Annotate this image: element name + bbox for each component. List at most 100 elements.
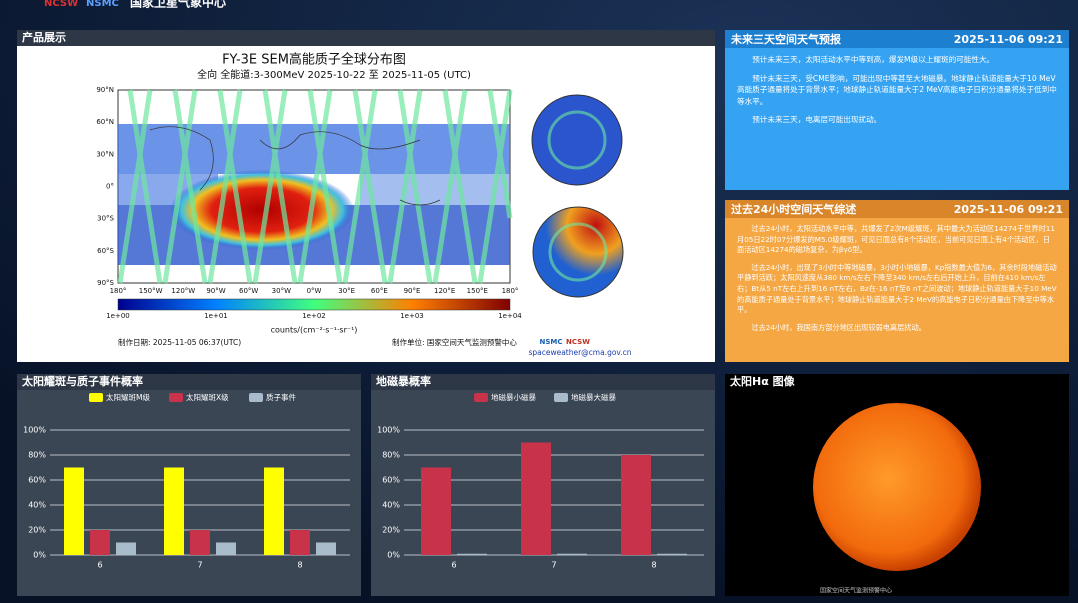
colorbar-unit: counts/(cm⁻²·s⁻¹·sr⁻¹): [271, 326, 358, 335]
lon-label: 0°W: [307, 287, 322, 295]
panel-title: 过去24小时空间天气综述: [731, 203, 857, 216]
colorbar-label: 1e+01: [204, 312, 228, 320]
image-logo: NSMC: [539, 338, 562, 346]
summary-panel: 过去24小时空间天气综述 2025-11-06 09:21 过去24小时，太阳活…: [725, 200, 1069, 362]
lat-label: 90°N: [96, 86, 114, 94]
y-tick-label: 40%: [28, 501, 46, 510]
bar: [64, 467, 84, 555]
paragraph: 预计未来三天，受CME影响，可能出现中等甚至大地磁暴。地球静止轨道能量大于10 …: [737, 73, 1057, 106]
colorbar-label: 1e+04: [498, 312, 522, 320]
lon-label: 60°W: [239, 287, 258, 295]
bar: [216, 542, 236, 555]
colorbar-label: 1e+02: [302, 312, 326, 320]
bar: [421, 467, 451, 555]
legend-label: 太阳耀斑X级: [186, 392, 229, 402]
orbit-tracks: [117, 89, 513, 284]
bar: [90, 530, 110, 555]
forecast-panel: 未来三天空间天气预报 2025-11-06 09:21 预计未来三天，太阳活动水…: [725, 30, 1069, 190]
polar-map-north: [531, 94, 623, 186]
image-date: 制作日期: 2025-11-05 06:37(UTC): [118, 337, 241, 347]
panel-header: [17, 30, 715, 46]
panel-time: 2025-11-06 09:21: [953, 202, 1063, 216]
x-tick-label: 6: [97, 561, 102, 570]
map-band: [360, 174, 510, 205]
image-email: spaceweather@cma.gov.cn: [528, 348, 631, 357]
lat-label: 30°N: [96, 150, 114, 158]
bar: [557, 553, 587, 555]
bar: [657, 553, 687, 555]
sun-image: [813, 403, 981, 571]
y-tick-label: 40%: [382, 501, 400, 510]
colorbar-label: 1e+00: [106, 312, 130, 320]
lon-label: 30°W: [272, 287, 291, 295]
colorbar: [117, 298, 511, 311]
lat-label: 0°: [106, 183, 114, 191]
lon-label: 150°E: [467, 287, 488, 295]
paragraph: 预计未来三天，太阳活动水平中等到高，爆发M级以上耀斑的可能性大。: [752, 55, 995, 64]
polar-track: [548, 222, 608, 282]
coastlines: [149, 126, 441, 206]
lon-label: 120°W: [171, 287, 195, 295]
lon-label: 60°E: [371, 287, 388, 295]
colorbar-label: 1e+03: [400, 312, 424, 320]
panel-time: 2025-11-06 09:21: [953, 32, 1063, 46]
panel-header: [17, 374, 361, 390]
polar-track: [547, 110, 607, 170]
bar: [316, 542, 336, 555]
panel-title: 未来三天空间天气预报: [731, 33, 841, 46]
legend-label: 质子事件: [266, 392, 296, 402]
panel-header: 未来三天空间天气预报 2025-11-06 09:21: [725, 30, 1069, 48]
sun-caption: 国家空间天气监测预警中心: [820, 587, 892, 595]
bar: [116, 542, 136, 555]
legend-label: 地磁暴大磁暴: [571, 392, 616, 402]
bar: [164, 467, 184, 555]
panel-body: 过去24小时，太阳活动水平中等，共爆发了2次M级耀斑，其中最大为活动区14274…: [725, 218, 1069, 333]
y-tick-label: 100%: [23, 426, 46, 435]
map: [117, 89, 513, 284]
chart-title: 地磁暴概率: [376, 374, 431, 388]
x-tick-label: 8: [651, 561, 656, 570]
panel-title: 产品展示: [22, 30, 66, 44]
logo: NSMC: [86, 0, 119, 9]
lon-label: 90°W: [206, 287, 225, 295]
x-tick-label: 8: [297, 561, 302, 570]
legend-swatch: [89, 393, 103, 402]
y-tick-label: 20%: [28, 526, 46, 535]
image-title: FY-3E SEM高能质子全球分布图: [222, 52, 406, 68]
bar: [521, 442, 551, 555]
lat-label: 60°S: [97, 247, 114, 255]
bar: [290, 530, 310, 555]
lat-label: 60°N: [96, 118, 114, 126]
site-title: 国家卫星气象中心: [130, 0, 226, 10]
x-tick-label: 7: [197, 561, 202, 570]
image-subtitle: 全向 全能道:3-300MeV 2025-10-22 至 2025-11-05 …: [197, 68, 471, 81]
lon-label: 150°W: [139, 287, 163, 295]
image-producer: 制作单位: 国家空间天气监测预警中心: [392, 337, 517, 347]
lon-label: 180°: [502, 287, 519, 295]
panel-header: 过去24小时空间天气综述 2025-11-06 09:21: [725, 200, 1069, 218]
y-tick-label: 0%: [387, 551, 400, 560]
y-tick-label: 20%: [382, 526, 400, 535]
legend-swatch: [554, 393, 568, 402]
image-logo: NCSW: [566, 338, 590, 346]
paragraph: 预计未来三天，电离层可能出现扰动。: [752, 115, 882, 124]
legend-label: 太阳耀斑M级: [106, 392, 150, 402]
y-tick-label: 60%: [382, 476, 400, 485]
polar-map-south: [532, 206, 624, 298]
paragraph: 过去24小时，太阳活动水平中等，共爆发了2次M级耀斑，其中最大为活动区14274…: [737, 224, 1055, 255]
panel-title: 太阳Hα 图像: [729, 374, 796, 388]
panel-header: [371, 374, 715, 390]
legend-swatch: [169, 393, 183, 402]
logo: NCSW: [44, 0, 78, 9]
bar: [264, 467, 284, 555]
bar: [457, 553, 487, 555]
paragraph: 过去24小时，我国南方部分地区出现较弱电离层扰动。: [751, 322, 926, 332]
paragraph: 过去24小时，出现了3小时中等地磁暴，3小时小地磁暴，Kp指数最大值为6，其余时…: [737, 262, 1057, 315]
x-tick-label: 7: [551, 561, 556, 570]
x-tick-label: 6: [451, 561, 456, 570]
chart-title: 太阳耀斑与质子事件概率: [21, 374, 143, 388]
bar: [621, 455, 651, 555]
y-tick-label: 60%: [28, 476, 46, 485]
panel-body: 预计未来三天，太阳活动水平中等到高，爆发M级以上耀斑的可能性大。 预计未来三天，…: [725, 48, 1069, 126]
